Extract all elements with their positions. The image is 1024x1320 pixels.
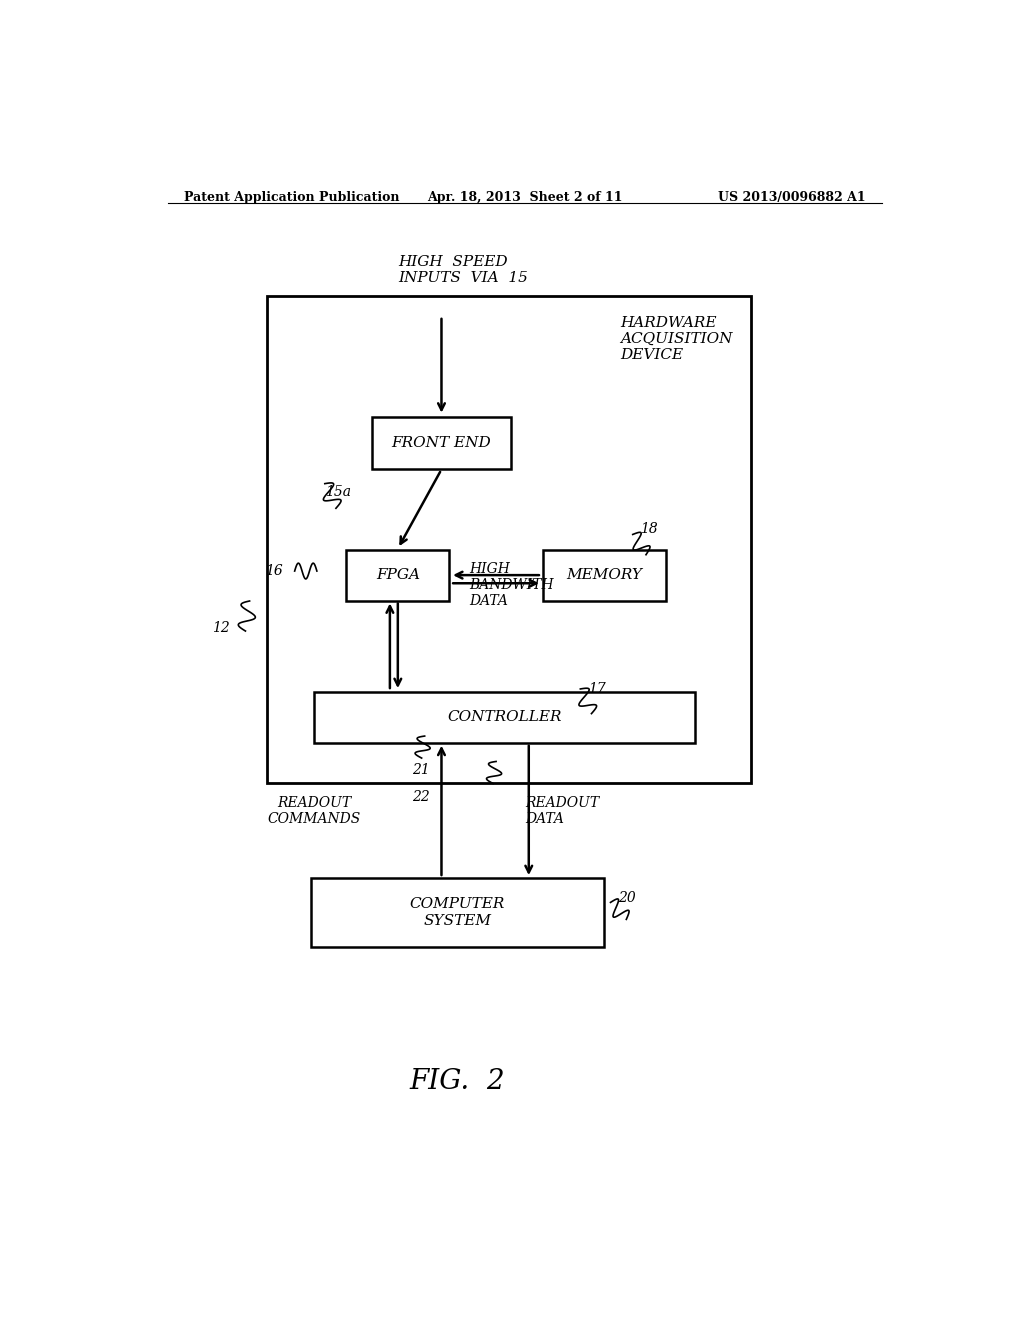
Text: 17: 17	[588, 682, 606, 696]
Bar	[267, 296, 751, 784]
Text: 18: 18	[640, 523, 657, 536]
Text: READOUT
DATA: READOUT DATA	[524, 796, 599, 826]
Text: CONTROLLER: CONTROLLER	[447, 710, 562, 725]
Text: Apr. 18, 2013  Sheet 2 of 11: Apr. 18, 2013 Sheet 2 of 11	[427, 191, 623, 203]
Text: FRONT END: FRONT END	[391, 436, 492, 450]
Text: US 2013/0096882 A1: US 2013/0096882 A1	[719, 191, 866, 203]
Text: 16: 16	[265, 564, 283, 578]
Text: 15a: 15a	[325, 484, 351, 499]
Text: MEMORY: MEMORY	[566, 568, 642, 582]
Text: HIGH  SPEED
INPUTS  VIA  15: HIGH SPEED INPUTS VIA 15	[397, 255, 527, 285]
Bar	[543, 549, 666, 601]
Text: FIG.  2: FIG. 2	[410, 1068, 505, 1094]
Text: 21: 21	[412, 763, 430, 777]
Text: Patent Application Publication: Patent Application Publication	[183, 191, 399, 203]
Bar	[310, 878, 604, 948]
Text: FPGA: FPGA	[376, 568, 420, 582]
Text: HIGH
BANDWITH
DATA: HIGH BANDWITH DATA	[469, 562, 554, 609]
Text: HARDWARE
ACQUISITION
DEVICE: HARDWARE ACQUISITION DEVICE	[620, 315, 732, 363]
Text: 22: 22	[412, 789, 430, 804]
Text: 12: 12	[212, 620, 229, 635]
Text: 20: 20	[618, 891, 636, 906]
Bar	[372, 417, 511, 470]
Bar	[346, 549, 450, 601]
Bar	[314, 692, 695, 743]
Text: READOUT
COMMANDS: READOUT COMMANDS	[268, 796, 361, 826]
Text: COMPUTER
SYSTEM: COMPUTER SYSTEM	[410, 898, 505, 928]
